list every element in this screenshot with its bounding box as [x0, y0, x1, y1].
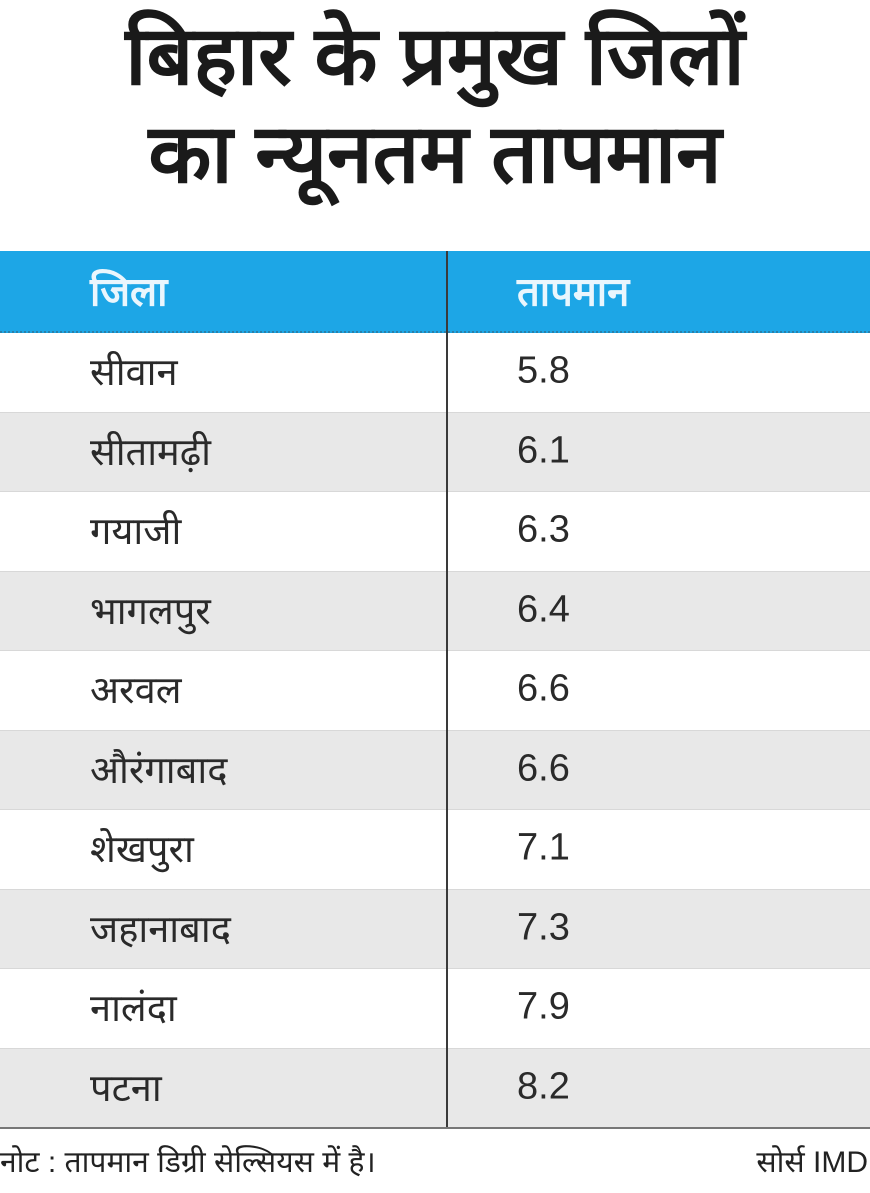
temperature-cell: 6.1	[517, 429, 570, 472]
table-row: शेखपुरा 7.1	[0, 810, 870, 890]
temperature-cell: 5.8	[517, 349, 570, 392]
temperature-cell: 6.3	[517, 508, 570, 551]
title-line-2: का न्यूनतम तापमान	[148, 109, 722, 200]
district-cell: सीतामढ़ी	[90, 431, 211, 474]
table-row: सीवान 5.8	[0, 333, 870, 413]
footer-source: सोर्स IMD	[756, 1146, 868, 1179]
district-cell: शेखपुरा	[90, 829, 194, 872]
district-cell: भागलपुर	[90, 590, 211, 633]
table-row: गयाजी 6.3	[0, 492, 870, 572]
district-cell: नालंदा	[90, 988, 177, 1031]
column-divider	[446, 251, 448, 1128]
table-row: पटना 8.2	[0, 1048, 870, 1128]
district-cell: जहानाबाद	[90, 908, 231, 951]
temperature-cell: 6.6	[517, 667, 570, 710]
temperature-table: जिला तापमान सीवान 5.8 सीतामढ़ी 6.1 गयाजी 6.3 भ…	[0, 251, 870, 1128]
table-row: भागलपुर 6.4	[0, 571, 870, 651]
table-row: सीतामढ़ी 6.1	[0, 412, 870, 492]
temperature-cell: 6.4	[517, 588, 570, 631]
table-header: जिला तापमान	[0, 251, 870, 333]
title-line-1: बिहार के प्रमुख जिलों	[125, 11, 745, 102]
temperature-cell: 7.1	[517, 826, 570, 869]
temperature-cell: 6.6	[517, 747, 570, 790]
table-row: जहानाबाद 7.3	[0, 889, 870, 969]
table-row: औरंगाबाद 6.6	[0, 730, 870, 810]
table-row: अरवल 6.6	[0, 651, 870, 731]
temperature-cell: 8.2	[517, 1065, 570, 1108]
temperature-cell: 7.9	[517, 985, 570, 1028]
temperature-cell: 7.3	[517, 906, 570, 949]
header-temperature: तापमान	[517, 270, 630, 315]
footer-note: नोट : तापमान डिग्री सेल्सियस में है।	[0, 1146, 376, 1179]
district-cell: अरवल	[90, 670, 182, 713]
header-district: जिला	[90, 270, 168, 315]
page-title: बिहार के प्रमुख जिलों का न्यूनतम तापमान	[0, 8, 870, 204]
table-bottom-border	[0, 1127, 870, 1129]
district-cell: गयाजी	[90, 511, 182, 554]
district-cell: सीवान	[90, 352, 178, 395]
district-cell: औरंगाबाद	[90, 749, 228, 792]
district-cell: पटना	[90, 1067, 162, 1110]
table-row: नालंदा 7.9	[0, 969, 870, 1049]
